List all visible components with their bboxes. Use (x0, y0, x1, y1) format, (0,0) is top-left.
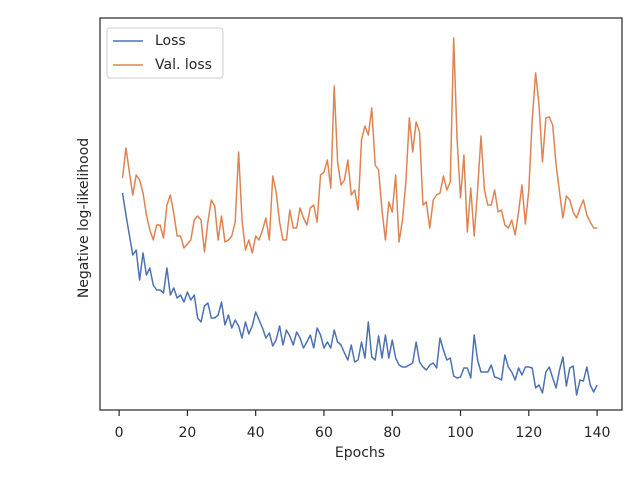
series-line (121, 192, 598, 396)
x-tick-label: 120 (515, 425, 542, 441)
series-line (121, 37, 598, 254)
legend: Loss Val. loss (106, 27, 224, 79)
x-tick-label: 80 (383, 425, 401, 441)
legend-label: Loss (155, 33, 186, 49)
x-tick-label: 140 (584, 425, 611, 441)
x-tick-label: 0 (115, 425, 124, 441)
y-axis-label: Negative log-likelihood (76, 138, 92, 298)
x-axis-label: Epochs (335, 445, 385, 461)
x-tick-label: 100 (447, 425, 474, 441)
x-tick-label: 60 (315, 425, 333, 441)
x-tick-label: 20 (178, 425, 196, 441)
legend-label: Val. loss (155, 57, 212, 73)
plot-frame (99, 17, 623, 411)
x-tick-label: 40 (247, 425, 265, 441)
